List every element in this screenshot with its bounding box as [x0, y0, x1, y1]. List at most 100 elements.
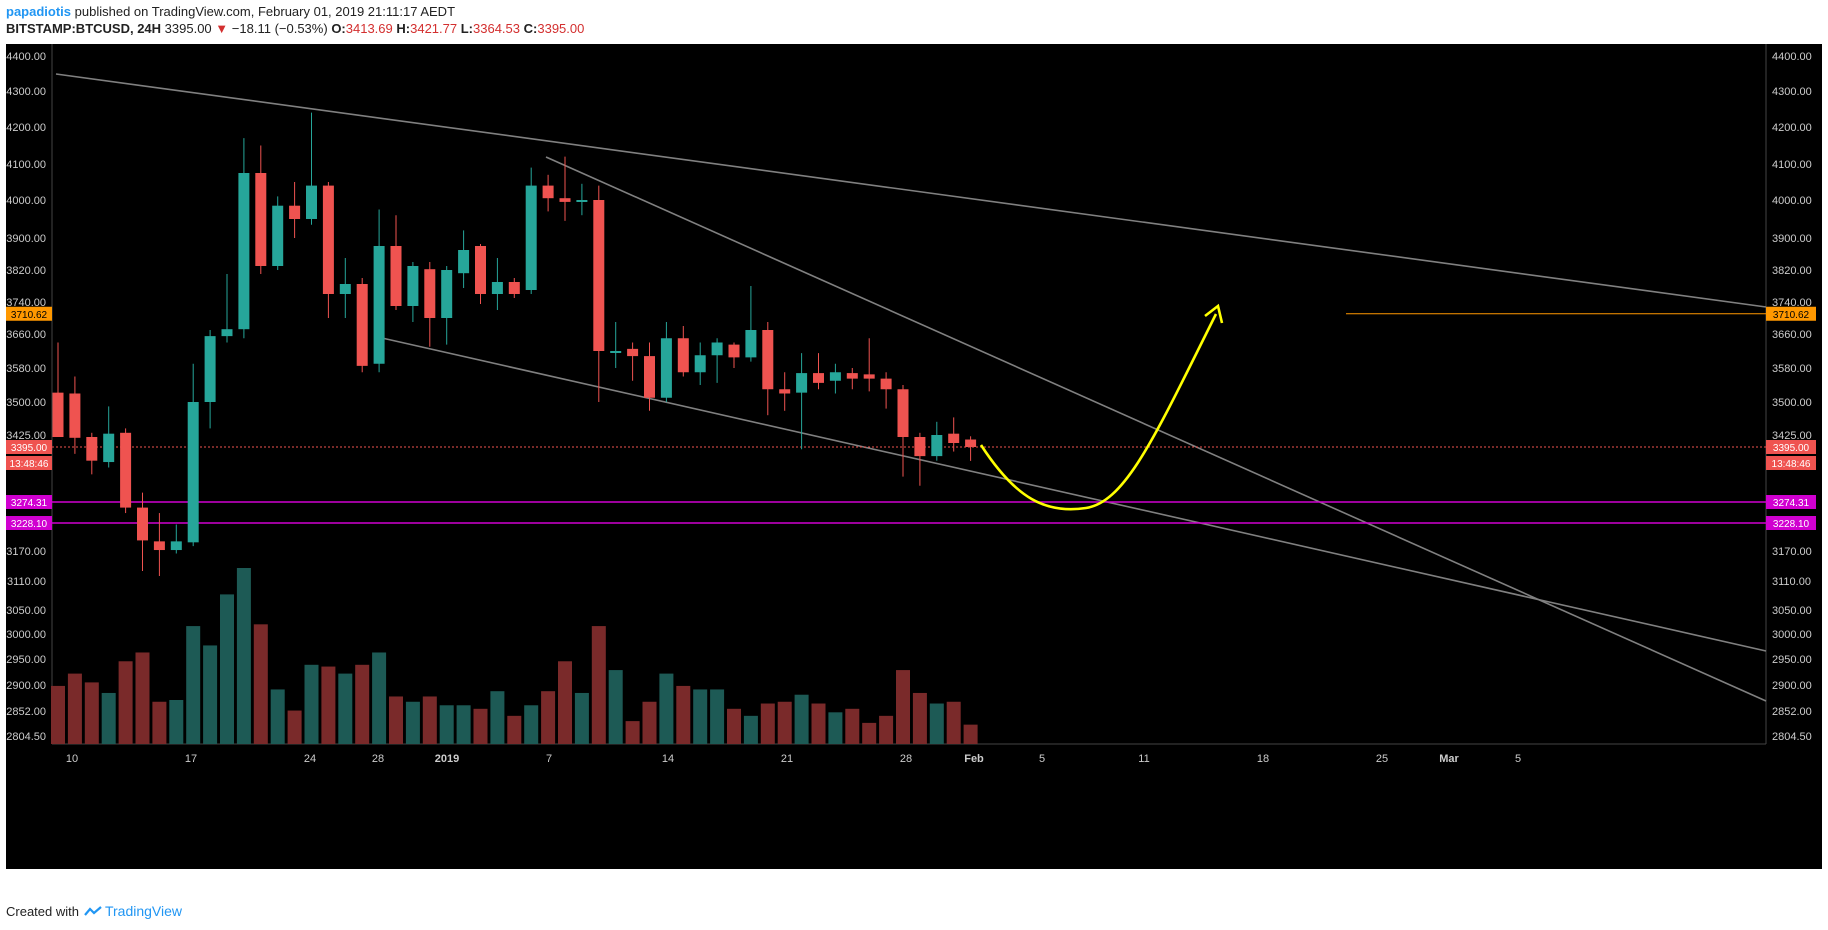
- volume-bar: [929, 703, 944, 744]
- tradingview-logo[interactable]: TradingView: [83, 903, 182, 919]
- volume-bar: [794, 694, 809, 744]
- volume-bar: [912, 692, 927, 744]
- candle-body: [120, 432, 132, 508]
- price-tick-right: 3580.00: [1772, 363, 1812, 375]
- volume-bar: [220, 594, 234, 744]
- open-label: O:: [331, 21, 346, 36]
- projection-arrowhead: [1204, 303, 1224, 324]
- candle-body: [965, 439, 977, 447]
- price-tick-left: 2900.00: [6, 680, 46, 692]
- high-label: H:: [396, 21, 411, 36]
- volume-bar: [169, 700, 184, 744]
- price-tick-left: 3170.00: [6, 546, 46, 558]
- price-tick-left: 2804.50: [6, 731, 46, 743]
- volume-bar: [845, 708, 860, 744]
- candle-body: [441, 270, 453, 318]
- candle-body: [86, 437, 98, 461]
- price-tick-right: 3900.00: [1772, 233, 1812, 245]
- candle-body: [660, 338, 672, 398]
- candle-body: [322, 185, 334, 294]
- open-value: 3413.69: [345, 21, 393, 36]
- time-tick: 14: [662, 753, 674, 765]
- time-tick: 5: [1515, 753, 1521, 765]
- price-tick-right: 4100.00: [1772, 159, 1812, 171]
- price-badge-text-right: 3274.31: [1773, 498, 1810, 509]
- price-chart[interactable]: 4400.00 4400.00 4300.00 4300.00 4200.00 4200.…: [6, 44, 1822, 869]
- price-tick-right: 4000.00: [1772, 195, 1812, 207]
- price-tick-right: 3110.00: [1772, 576, 1811, 588]
- candle-body: [424, 269, 436, 318]
- volume-bar: [541, 691, 556, 744]
- price-tick-right: 3425.00: [1772, 430, 1812, 442]
- volume-bar: [372, 652, 387, 744]
- price-tick-right: 3050.00: [1772, 605, 1812, 617]
- price-tick-left: 3660.00: [6, 329, 46, 341]
- candle-body: [373, 246, 385, 364]
- volume-bar: [405, 701, 420, 744]
- candle-body: [339, 284, 351, 294]
- price-badge-text-right: 3710.62: [1773, 310, 1810, 321]
- volume-bar: [51, 685, 65, 744]
- volume-bar: [896, 670, 910, 744]
- candle-body: [187, 402, 199, 543]
- volume-bar: [574, 692, 589, 744]
- tradingview-brand: TradingView: [104, 903, 183, 919]
- candle-body: [153, 541, 165, 551]
- volume-bar: [355, 664, 370, 744]
- price-tick-left: 2950.00: [6, 654, 46, 666]
- candle-body: [475, 246, 486, 294]
- volume-bar: [473, 708, 488, 744]
- candle-body: [846, 373, 858, 379]
- price-badge-left: [6, 456, 52, 470]
- candle-body: [863, 374, 875, 379]
- price-badge-text-right: 13:48:46: [1772, 459, 1811, 470]
- price-badge-text-right: 3395.00: [1773, 443, 1810, 454]
- volume-bar: [439, 705, 454, 744]
- price-tick-left: 4300.00: [6, 86, 46, 98]
- volume-bar: [727, 708, 741, 744]
- time-tick: Feb: [964, 753, 984, 765]
- time-tick: 11: [1138, 753, 1149, 765]
- candle-body: [796, 373, 808, 393]
- candle-body: [762, 330, 774, 390]
- ohlc-legend: BITSTAMP:BTCUSD, 24H 3395.00 ▼ −18.11 (−…: [6, 21, 584, 36]
- candle-body: [728, 344, 740, 358]
- price-tick-right: 2950.00: [1772, 654, 1812, 666]
- candle-body: [525, 185, 537, 290]
- candle-body: [272, 205, 284, 266]
- volume-bar: [676, 685, 691, 744]
- volume-bar: [524, 705, 539, 744]
- candle-body: [255, 173, 267, 266]
- projection-path: [979, 313, 1218, 511]
- high-value: 3421.77: [410, 21, 458, 36]
- author-link[interactable]: papadiotis: [6, 4, 72, 19]
- volume-bar: [304, 664, 319, 744]
- volume-bar: [422, 696, 437, 744]
- volume-bar: [591, 626, 606, 744]
- candle-body: [491, 282, 503, 294]
- candle-body: [390, 246, 402, 306]
- volume-bar: [777, 701, 792, 744]
- chart-area[interactable]: 4400.00 4400.00 4300.00 4300.00 4200.00 4200.…: [6, 44, 1822, 869]
- volume-bar: [338, 673, 353, 744]
- price-tick-right: 2900.00: [1772, 680, 1812, 692]
- price-badge-text-left: 3274.31: [11, 498, 48, 509]
- candle-body: [52, 392, 64, 437]
- candle-body: [576, 200, 588, 202]
- cloud-icon: [84, 906, 102, 916]
- footer: Created with TradingView: [6, 903, 182, 919]
- time-tick: 28: [372, 753, 384, 765]
- created-with-text: Created with: [6, 903, 79, 919]
- price-badge-right: [1766, 440, 1816, 454]
- volume-bar: [862, 722, 877, 744]
- candle-body: [779, 389, 791, 394]
- candle-body: [559, 198, 571, 202]
- time-tick: 2019: [435, 753, 459, 765]
- candle-body: [711, 342, 723, 356]
- candle-body: [677, 338, 689, 373]
- volume-bar: [625, 721, 640, 744]
- price-badge-left: [6, 516, 52, 530]
- volume-bar: [84, 682, 99, 744]
- time-tick: 5: [1039, 753, 1045, 765]
- lower-trendline: [381, 337, 1767, 652]
